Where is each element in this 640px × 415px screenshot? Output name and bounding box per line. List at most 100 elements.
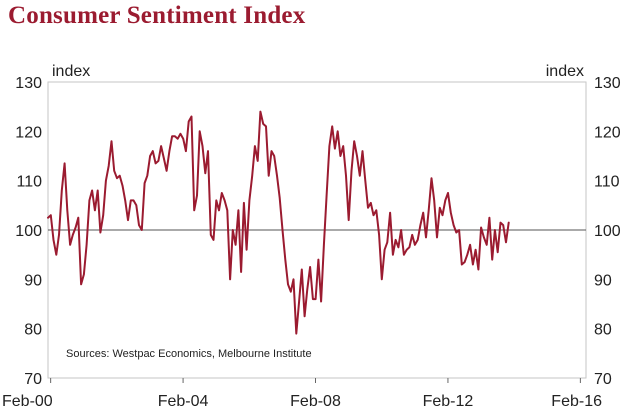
data-point: [320, 300, 322, 303]
data-point: [281, 229, 284, 231]
data-point: [488, 217, 490, 219]
data-point: [259, 111, 261, 113]
data-point: [301, 268, 303, 271]
data-point: [441, 214, 444, 216]
x-tick-label: Feb-16: [551, 393, 602, 410]
data-point: [502, 224, 504, 226]
data-point: [171, 135, 173, 137]
data-point: [75, 226, 77, 229]
data-point: [273, 155, 275, 157]
y-tick-left-100: 100: [15, 223, 42, 240]
data-point: [469, 244, 471, 246]
data-point: [464, 261, 466, 263]
data-point: [77, 217, 79, 219]
x-tick-label: Feb-00: [2, 393, 53, 410]
y-tick-right-110: 110: [594, 174, 620, 191]
data-point: [215, 199, 217, 201]
data-point: [364, 180, 366, 182]
data-point: [152, 150, 154, 152]
data-point: [317, 259, 319, 261]
data-point: [86, 244, 88, 246]
data-point: [378, 234, 380, 236]
data-point: [265, 125, 267, 127]
data-point: [384, 249, 386, 251]
y-tick-right-90: 90: [594, 272, 612, 289]
data-point: [177, 138, 179, 140]
data-point: [116, 177, 118, 179]
y-tick-right-130: 130: [594, 75, 621, 92]
data-point: [406, 249, 408, 251]
data-point: [494, 229, 496, 231]
y-tick-right-100: 100: [594, 223, 621, 240]
data-point: [508, 222, 510, 224]
data-point: [55, 254, 57, 256]
data-point: [168, 150, 170, 152]
data-point: [61, 189, 63, 192]
data-point: [138, 224, 140, 226]
data-point: [453, 224, 455, 226]
data-point: [312, 298, 314, 300]
data-point: [94, 209, 96, 211]
data-point: [229, 278, 231, 280]
data-point: [190, 115, 193, 118]
data-point: [97, 189, 99, 192]
data-point: [246, 249, 248, 251]
data-point: [196, 194, 198, 197]
data-point: [375, 209, 377, 211]
data-point: [339, 155, 341, 157]
y-tick-left-110: 110: [16, 174, 42, 191]
data-point: [130, 199, 132, 201]
y-tick-left-90: 90: [24, 272, 42, 289]
data-point: [88, 199, 90, 201]
data-point: [144, 182, 146, 184]
data-point: [430, 177, 433, 179]
data-point: [472, 263, 474, 266]
data-point: [417, 239, 419, 241]
data-point: [395, 239, 397, 241]
data-point: [155, 162, 157, 164]
data-point: [337, 130, 339, 132]
data-point: [204, 172, 206, 174]
data-point: [323, 244, 325, 246]
data-point: [326, 194, 328, 197]
data-point: [113, 170, 115, 172]
data-point: [248, 199, 250, 201]
data-point: [124, 199, 126, 201]
data-point: [235, 244, 237, 246]
series-line-consumer-sentiment: [47, 110, 510, 335]
data-point: [328, 145, 330, 147]
data-point: [58, 234, 60, 236]
data-point: [226, 209, 228, 211]
data-point: [64, 162, 66, 164]
data-point: [270, 150, 273, 152]
data-point: [419, 224, 421, 226]
data-point: [486, 244, 488, 246]
data-point: [149, 155, 151, 157]
data-point: [309, 266, 311, 268]
data-point: [433, 199, 435, 201]
data-point: [345, 175, 347, 177]
data-point: [436, 236, 438, 238]
data-point: [182, 138, 184, 140]
data-point: [132, 199, 135, 201]
data-point: [262, 123, 264, 125]
data-point: [52, 239, 55, 241]
data-point: [135, 204, 137, 206]
data-point: [370, 202, 372, 204]
data-point: [400, 229, 402, 231]
data-point: [428, 209, 430, 211]
data-point: [199, 130, 201, 132]
data-point: [397, 246, 399, 248]
data-point: [47, 217, 49, 219]
data-point: [240, 271, 242, 273]
data-point: [450, 212, 452, 214]
data-point: [367, 207, 369, 209]
data-point: [99, 231, 101, 234]
y-tick-left-120: 120: [15, 124, 42, 141]
data-point: [342, 145, 344, 147]
y-tick-left-130: 130: [15, 75, 42, 92]
data-point: [188, 120, 190, 123]
data-point: [287, 283, 289, 285]
data-point: [127, 219, 129, 221]
data-point: [279, 197, 281, 199]
